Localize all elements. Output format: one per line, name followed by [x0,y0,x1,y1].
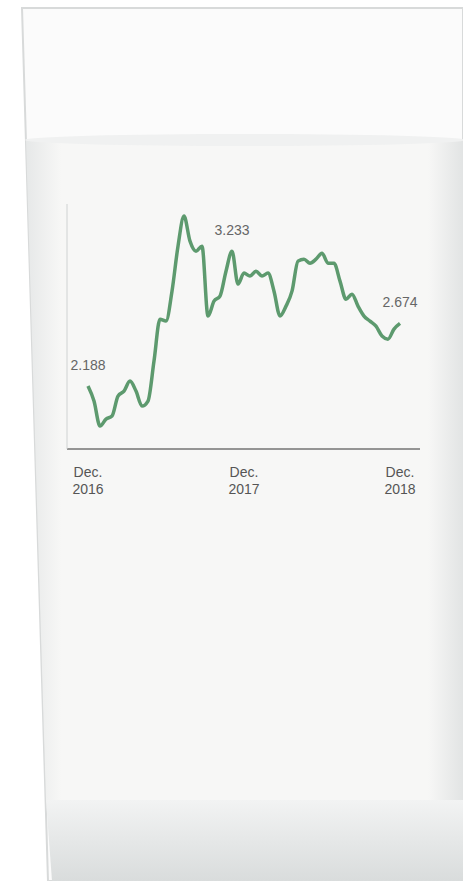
svg-text:2.674: 2.674 [382,294,417,310]
svg-text:Dec.2016: Dec.2016 [72,464,103,497]
svg-text:Dec.2018: Dec.2018 [384,464,415,497]
svg-text:2.188: 2.188 [70,357,105,373]
svg-text:Dec.2017: Dec.2017 [228,464,259,497]
svg-text:3.233: 3.233 [214,222,249,238]
